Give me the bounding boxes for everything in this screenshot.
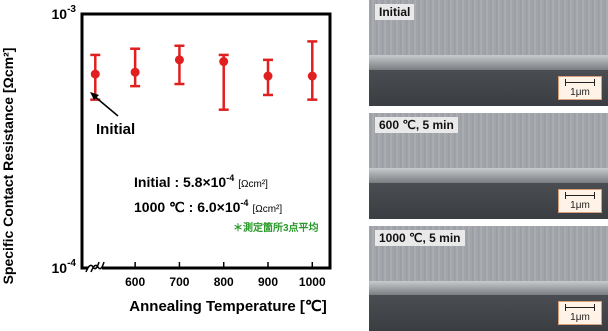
y-tick-label-bottom: 10-4 (52, 258, 77, 276)
contact-resistance-chart: 10-3 10-4 600 700 800 900 1000 Specific Conta… (0, 4, 332, 315)
sem-image-600c: 600 ℃, 5 min 1μm (369, 113, 608, 219)
x-tick-label: 900 (258, 275, 278, 289)
data-point-marker (263, 71, 273, 81)
sem-edge (369, 280, 608, 296)
initial-annotation-label: Initial (96, 121, 135, 138)
scale-bar-label: 1μm (570, 312, 590, 323)
data-point-with-error-bar (218, 53, 229, 111)
y-tick-label-top: 10-3 (52, 4, 77, 22)
sem-image-1000c: 1000 ℃, 5 min 1μm (369, 226, 608, 331)
x-tick-label: 600 (125, 275, 145, 289)
stat-initial: Initial : 5.8×10-4[Ωcm²] (134, 173, 268, 190)
data-point-with-error-bar (130, 47, 141, 88)
data-point-marker (130, 67, 140, 77)
data-point-marker (174, 55, 184, 65)
measurement-note: ＊測定箇所3点平均 (233, 221, 319, 234)
sem-edge (369, 55, 608, 70)
x-tick-label: 800 (214, 275, 234, 289)
y-axis-ticks: 10-3 10-4 (52, 4, 77, 276)
data-point-marker (219, 57, 229, 67)
scale-bar: 1μm (558, 76, 602, 100)
data-point-marker (90, 69, 100, 79)
y-axis-label: Specific Contact Resistance [Ωcm²] (0, 48, 16, 285)
scale-bar-label: 1μm (570, 200, 590, 211)
initial-annotation: Initial (90, 92, 135, 138)
x-axis-label: Annealing Temperature [℃] (129, 298, 326, 315)
data-point-with-error-bar (263, 58, 273, 97)
x-tick-label: 1000 (299, 275, 326, 289)
stat-1000: 1000 ℃ : 6.0×10-4[Ωcm²] (134, 198, 282, 215)
scale-bar: 1μm (558, 301, 602, 325)
plot-frame (80, 12, 332, 270)
sem-edge (369, 168, 608, 183)
scale-bar-label: 1μm (570, 87, 590, 98)
x-axis-ticks: 600 700 800 900 1000 (125, 262, 326, 289)
sem-image-initial: Initial 1μm (369, 0, 608, 106)
data-points (90, 40, 318, 111)
axis-break-icon (85, 258, 105, 274)
data-point-with-error-bar (174, 44, 185, 86)
sem-label: 1000 ℃, 5 min (375, 230, 465, 246)
sem-label: Initial (375, 4, 415, 20)
data-point-marker (307, 71, 317, 81)
x-tick-label: 700 (169, 275, 189, 289)
sem-label: 600 ℃, 5 min (375, 117, 458, 133)
data-point-with-error-bar (90, 53, 101, 101)
scale-bar: 1μm (558, 189, 602, 213)
data-point-with-error-bar (307, 40, 318, 101)
